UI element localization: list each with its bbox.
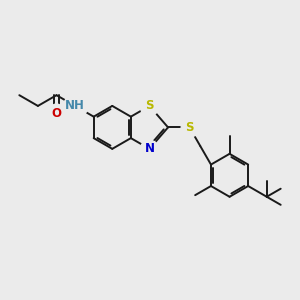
Text: NH: NH	[65, 99, 85, 112]
Point	[73, 103, 77, 108]
Text: S: S	[145, 99, 154, 112]
Point	[54, 111, 59, 116]
Text: N: N	[144, 142, 154, 155]
Point	[147, 103, 152, 108]
Text: O: O	[52, 107, 61, 120]
Text: S: S	[185, 121, 194, 134]
Point	[147, 146, 152, 151]
Point	[187, 125, 192, 130]
